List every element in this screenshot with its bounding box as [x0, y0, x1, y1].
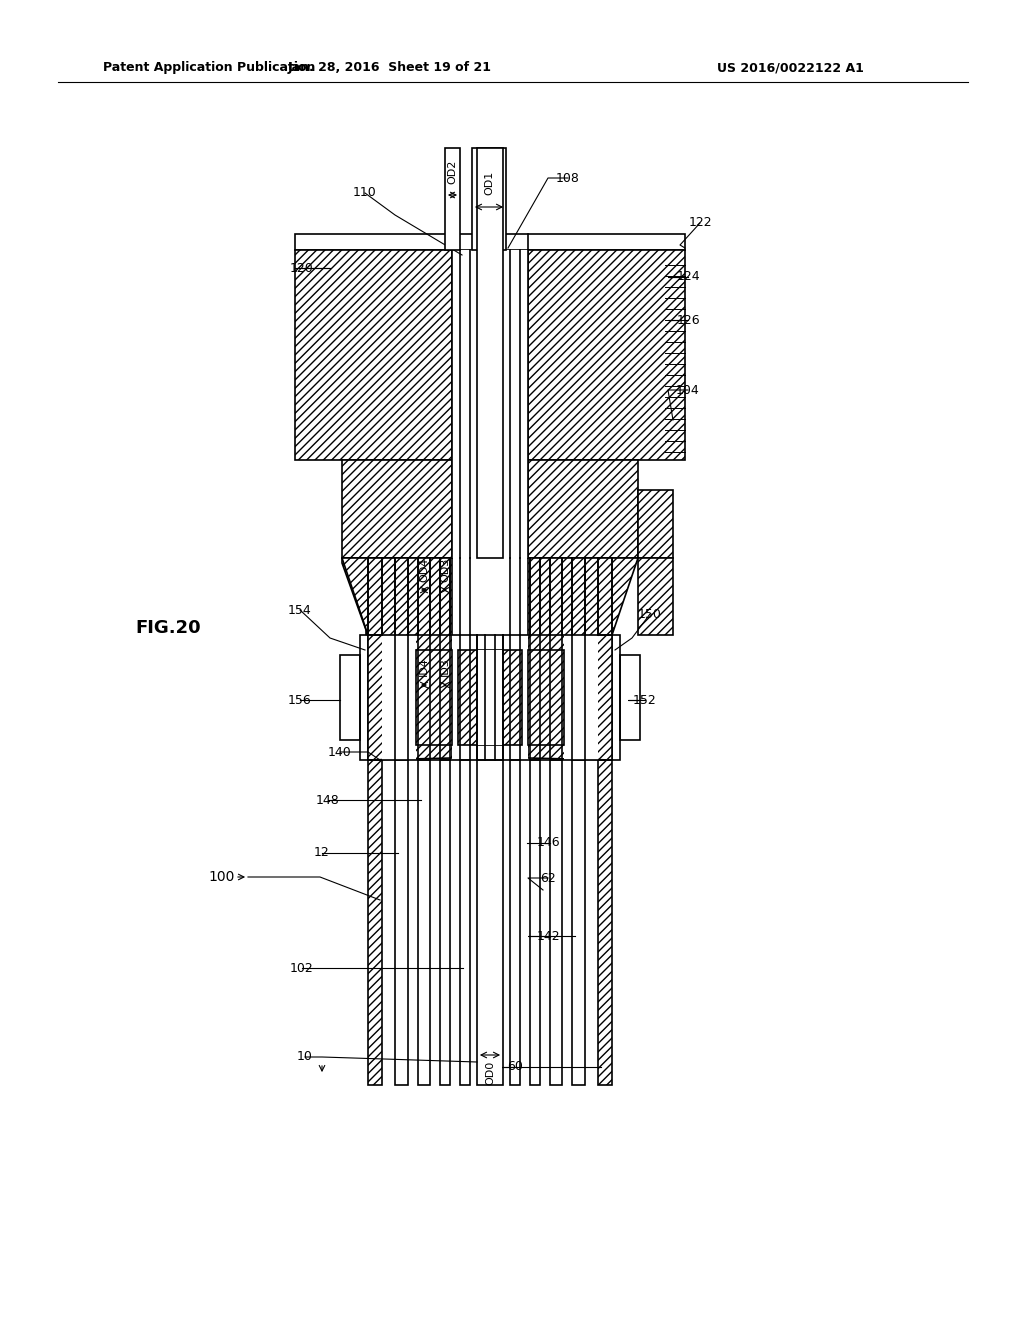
- Polygon shape: [295, 249, 452, 459]
- Polygon shape: [564, 635, 598, 760]
- Text: 146: 146: [537, 837, 560, 850]
- Polygon shape: [342, 558, 452, 635]
- Polygon shape: [445, 148, 460, 249]
- Polygon shape: [395, 760, 408, 1085]
- Polygon shape: [368, 760, 382, 1085]
- Polygon shape: [638, 558, 673, 635]
- Text: 110: 110: [353, 186, 377, 199]
- Text: US 2016/0022122 A1: US 2016/0022122 A1: [717, 62, 863, 74]
- Text: 126: 126: [676, 314, 699, 326]
- Text: 154: 154: [288, 603, 312, 616]
- Polygon shape: [368, 558, 382, 635]
- Polygon shape: [460, 760, 470, 1085]
- Text: OD2: OD2: [447, 160, 458, 185]
- Text: OD1: OD1: [484, 170, 494, 195]
- Text: 140: 140: [328, 746, 352, 759]
- Polygon shape: [510, 760, 520, 1085]
- Polygon shape: [458, 649, 522, 744]
- Polygon shape: [572, 760, 585, 1085]
- Text: 152: 152: [633, 693, 656, 706]
- Text: 120: 120: [290, 261, 314, 275]
- Text: Jan. 28, 2016  Sheet 19 of 21: Jan. 28, 2016 Sheet 19 of 21: [288, 62, 492, 74]
- Polygon shape: [528, 459, 638, 558]
- Text: 102: 102: [290, 961, 314, 974]
- Polygon shape: [528, 649, 564, 744]
- Polygon shape: [295, 234, 685, 249]
- Polygon shape: [638, 490, 673, 558]
- Polygon shape: [340, 655, 360, 741]
- Polygon shape: [477, 649, 503, 744]
- Polygon shape: [418, 760, 430, 1085]
- Polygon shape: [550, 760, 562, 1085]
- Polygon shape: [452, 249, 528, 558]
- Polygon shape: [452, 635, 458, 760]
- Polygon shape: [342, 558, 452, 760]
- Text: 122: 122: [688, 216, 712, 230]
- Text: 150: 150: [638, 607, 662, 620]
- Text: ID3: ID3: [440, 657, 450, 676]
- Polygon shape: [598, 635, 612, 760]
- Polygon shape: [382, 635, 416, 760]
- Polygon shape: [598, 760, 612, 1085]
- Text: 60: 60: [507, 1060, 523, 1073]
- Text: 100: 100: [209, 870, 236, 884]
- Text: 148: 148: [316, 793, 340, 807]
- Text: Patent Application Publication: Patent Application Publication: [103, 62, 315, 74]
- Polygon shape: [477, 148, 503, 558]
- Text: OD3: OD3: [440, 558, 450, 582]
- Polygon shape: [528, 558, 638, 760]
- Text: OD0: OD0: [485, 1061, 495, 1085]
- Polygon shape: [477, 760, 503, 1085]
- Polygon shape: [530, 760, 540, 1085]
- Polygon shape: [368, 635, 382, 760]
- Polygon shape: [440, 760, 450, 1085]
- Text: 108: 108: [556, 172, 580, 185]
- Polygon shape: [598, 558, 612, 635]
- Polygon shape: [528, 249, 685, 459]
- Text: 124: 124: [676, 271, 699, 284]
- Text: 62: 62: [540, 871, 556, 884]
- Text: FIG.20: FIG.20: [135, 619, 201, 638]
- Polygon shape: [472, 148, 506, 249]
- Polygon shape: [416, 649, 452, 744]
- Text: 104: 104: [676, 384, 699, 396]
- Text: 156: 156: [288, 693, 312, 706]
- Text: ID4: ID4: [419, 657, 429, 676]
- Text: 10: 10: [297, 1051, 313, 1064]
- Text: 12: 12: [314, 846, 330, 859]
- Polygon shape: [342, 459, 452, 558]
- Text: 142: 142: [537, 929, 560, 942]
- Polygon shape: [522, 635, 528, 760]
- Text: OD4: OD4: [419, 558, 429, 582]
- Polygon shape: [620, 655, 640, 741]
